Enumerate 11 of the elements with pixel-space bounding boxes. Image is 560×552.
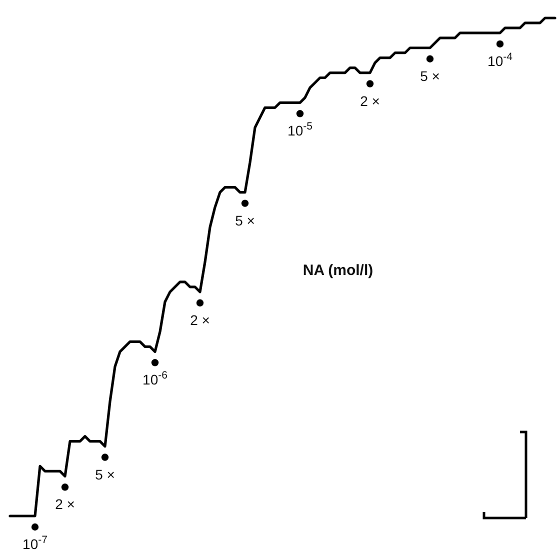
x-tick-label: 10$^{-5}$ — [288, 120, 313, 139]
x-tick-label: 2 × — [190, 312, 210, 328]
x-tick-label: 5 × — [420, 68, 440, 84]
x-tick-label: 5 × — [235, 212, 255, 228]
x-tick-label: 10$^{-7}$ — [22, 534, 48, 552]
text: NA (mol/l) — [302, 262, 374, 279]
x-tick-label: 10$^{-6}$ — [142, 370, 168, 388]
x-tick-label: 2 × — [360, 92, 380, 109]
x-tick-label: 10$^{-4}$ — [488, 50, 513, 69]
x-tick-label: 2 × — [55, 496, 75, 512]
x-tick-label: 5 × — [95, 466, 115, 482]
